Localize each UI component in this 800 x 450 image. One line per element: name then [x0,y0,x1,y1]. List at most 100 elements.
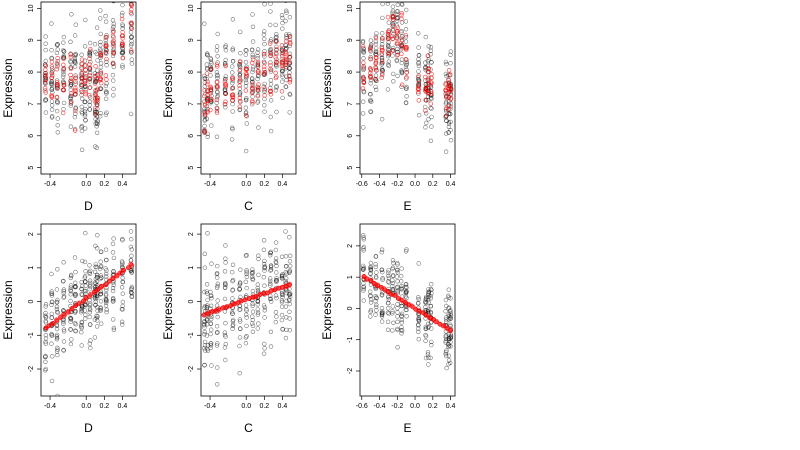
black-point [423,309,428,315]
black-point [237,343,242,349]
panel-bottom-E: -0.6 -0.4 -0.2 0.0 0.2 0.4 -2 -1 0 1 2 E Expression [320,223,456,435]
red-point [443,87,449,93]
x-tick-label: 0.2 [99,403,109,410]
black-point [243,279,249,284]
black-point [237,73,243,78]
black-point [214,285,220,290]
x-axis-title: E [403,421,411,435]
black-point [268,2,273,6]
black-point [361,288,366,293]
black-point [88,48,93,54]
red-point [422,74,428,80]
black-point [87,303,93,308]
black-point [55,99,60,104]
black-point [380,269,385,275]
black-point [222,269,228,274]
black-point [82,288,88,294]
plot-frame [40,223,137,397]
black-point [428,304,434,309]
black-point [390,258,396,263]
black-point [104,268,109,273]
black-point [428,296,433,301]
black-point [361,298,366,303]
black-point [373,34,379,39]
x-tick-label: 0.4 [446,181,456,188]
black-point [82,113,88,119]
y-tick-label: 7 [347,102,354,106]
red-point [73,79,78,84]
black-point [444,61,449,67]
black-point [215,330,220,335]
black-point [386,273,391,278]
black-point [208,343,214,348]
black-point [360,38,366,44]
black-point [72,321,78,326]
black-point [403,34,409,40]
red-point [98,70,104,76]
black-point [373,49,378,55]
black-point [404,67,409,72]
black-point [87,102,93,108]
black-point [104,62,109,68]
black-point [404,314,409,319]
black-point [374,304,379,310]
black-point [250,39,256,44]
red-point [55,82,61,88]
black-point [83,230,88,236]
black-point [250,317,256,323]
black-point [250,323,256,328]
black-point [390,278,395,283]
black-point [72,33,78,38]
black-point [119,322,125,327]
black-point [98,39,103,45]
red-fit-point [379,284,384,290]
black-point [43,47,48,53]
black-point [403,284,409,290]
black-point [399,20,405,25]
black-point [209,123,214,128]
red-point [50,73,55,78]
y-tick-label: -2 [188,366,195,372]
red-point [43,77,49,82]
red-point [368,75,374,80]
black-point [274,278,279,283]
black-point [97,114,103,119]
black-point [403,282,408,287]
black-point [238,326,243,332]
black-point [261,303,267,308]
red-point [399,51,404,57]
black-point [230,70,235,75]
black-point [284,298,289,303]
black-point [379,247,385,252]
black-point [288,253,293,259]
red-point [55,56,60,61]
black-point [230,17,236,22]
black-point [361,276,366,282]
black-point [386,268,391,273]
red-point [390,48,396,53]
black-point [423,338,428,344]
red-point [128,48,134,53]
black-point [262,36,267,42]
black-point [68,124,74,129]
red-point [255,59,261,65]
black-point [49,21,54,26]
black-point [274,263,279,269]
black-point [61,100,67,106]
black-point [95,308,100,313]
black-point [395,16,400,21]
black-point [379,52,384,58]
black-point [268,263,274,269]
red-fit-point [129,262,135,268]
black-point [368,308,374,313]
black-point [256,73,261,78]
black-point [43,320,49,325]
red-point [255,93,260,99]
black-point [94,124,99,129]
black-point [88,345,93,351]
black-point [256,289,261,295]
black-point [283,229,288,234]
points-top-D [42,2,135,153]
black-point [214,271,220,276]
black-point [104,33,109,38]
